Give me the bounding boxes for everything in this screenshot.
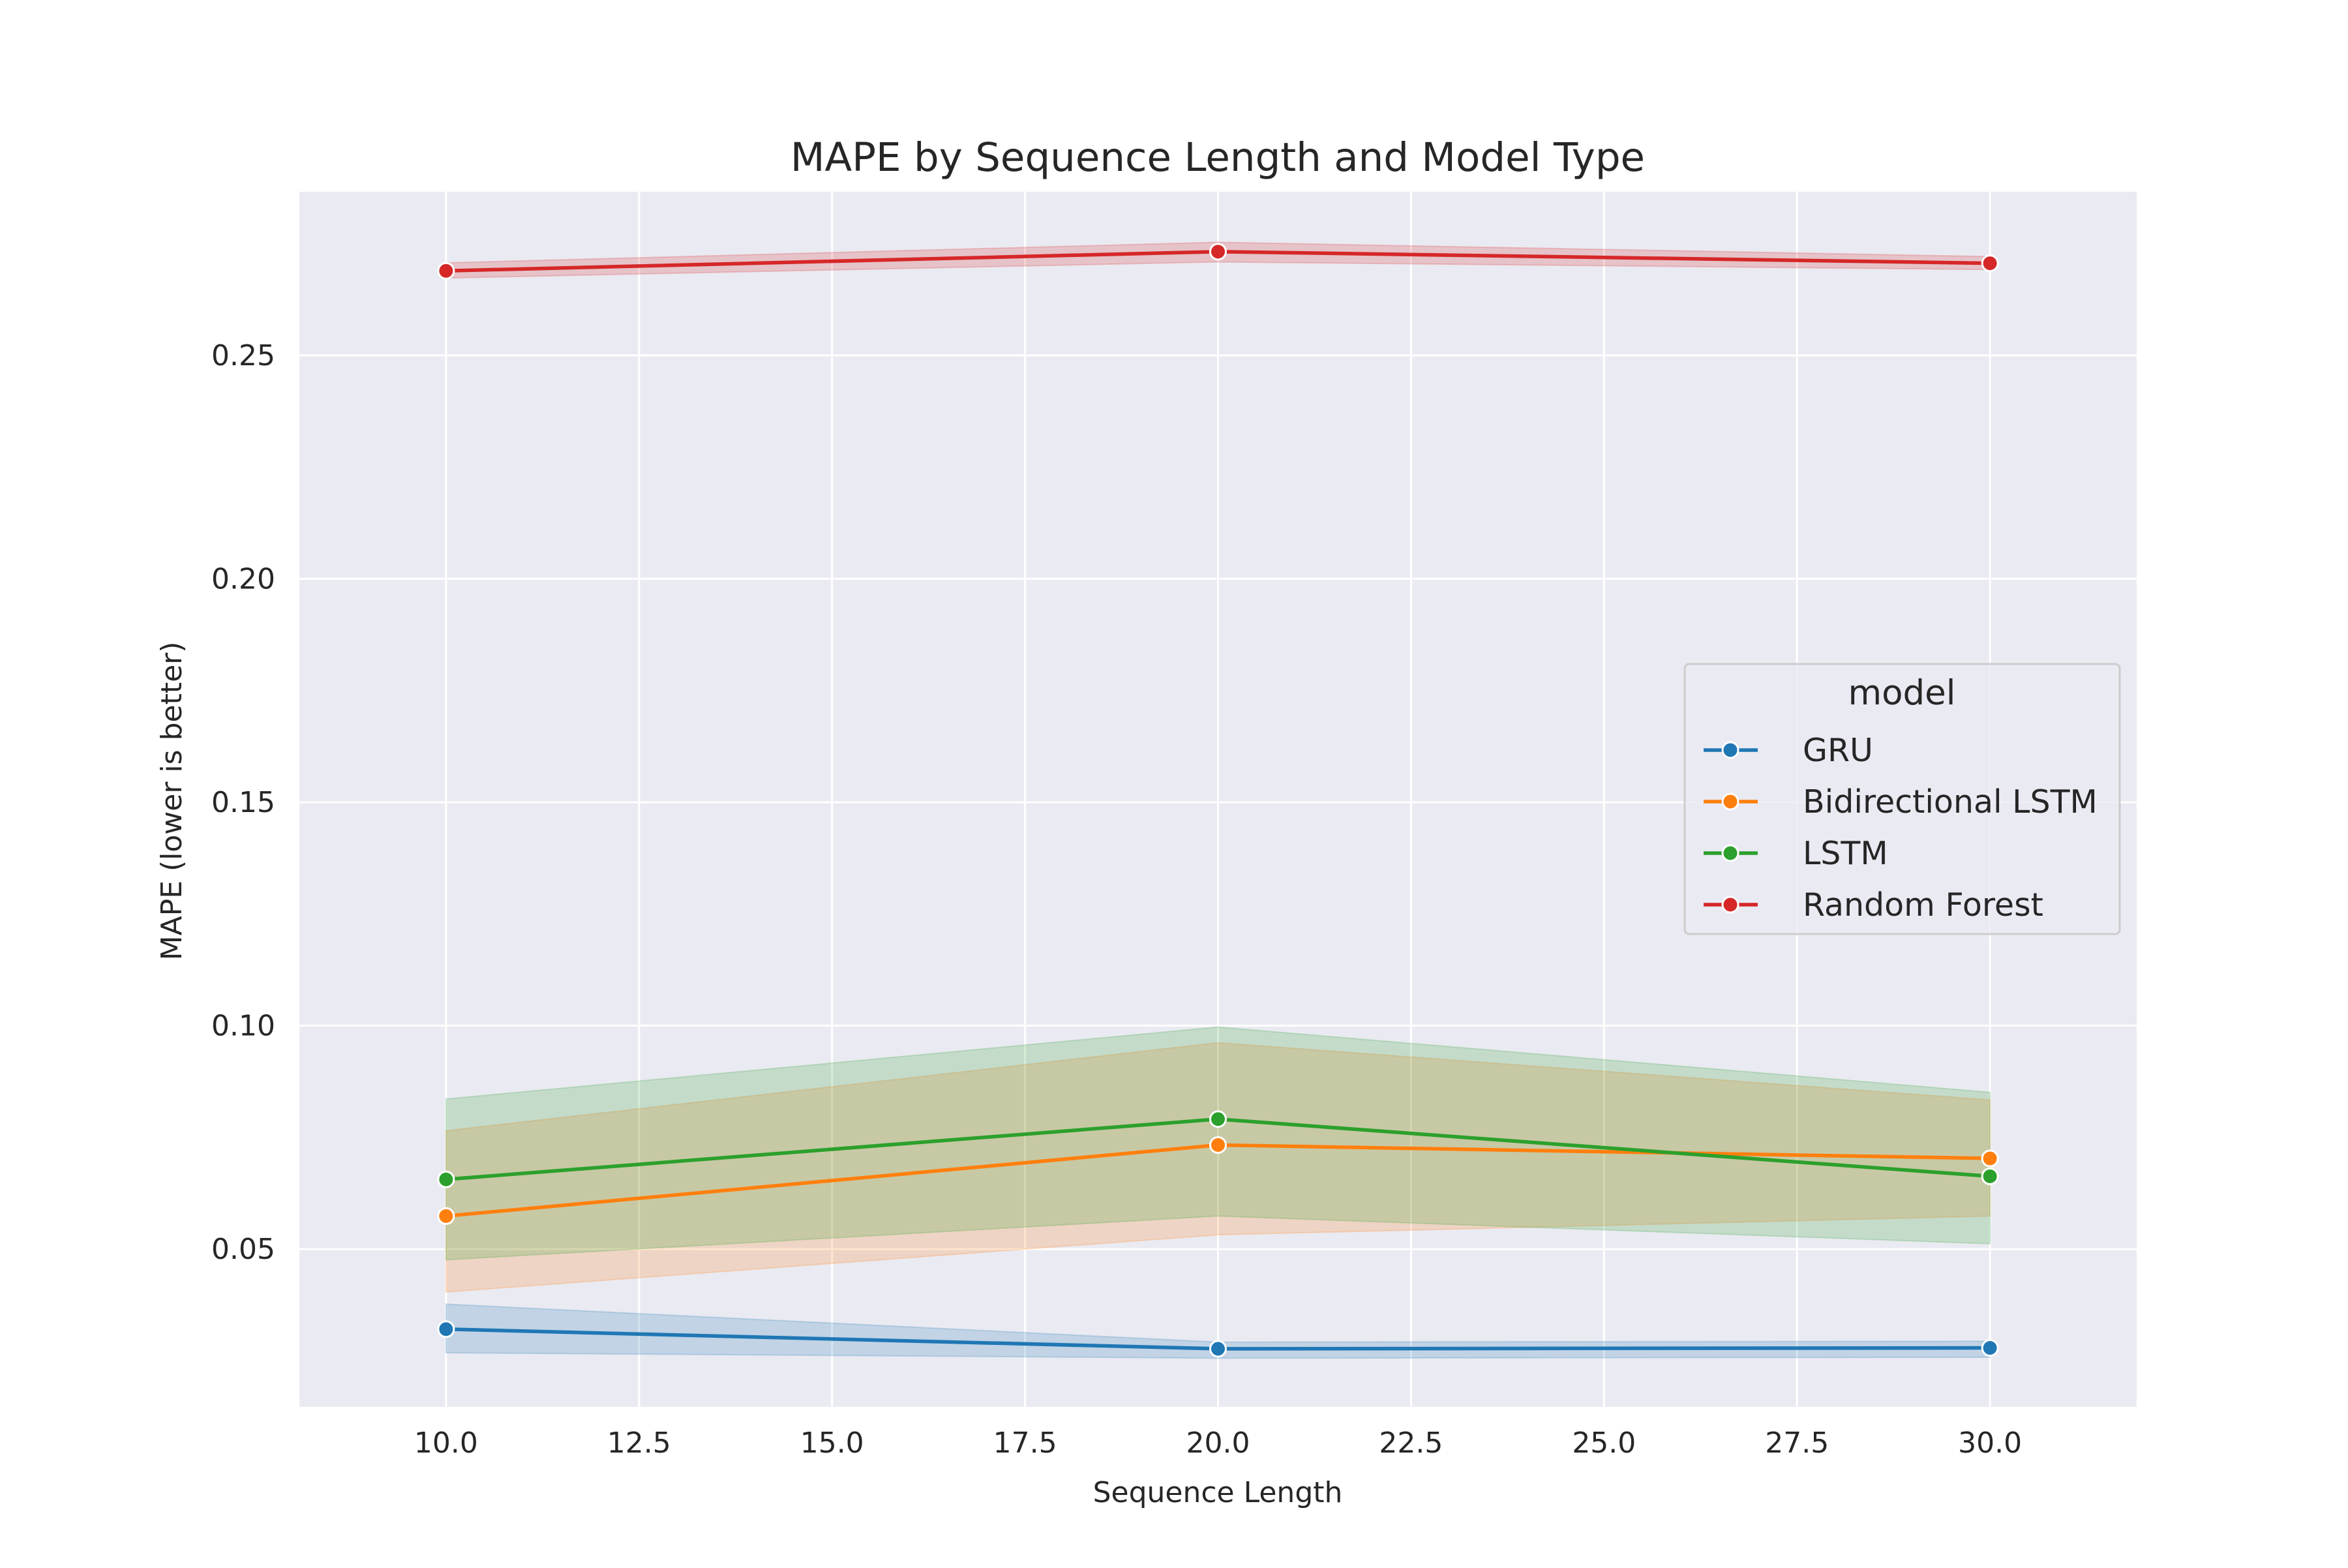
data-point-bidirectional-lstm: [1209, 1136, 1227, 1154]
x-tick-labels: 10.0 12.5 15.0 17.5 20.0 22.5 25.0 27.5 30.0: [414, 1426, 2022, 1460]
legend-marker-random-forest: [1721, 896, 1739, 914]
legend-label-gru: GRU: [1803, 732, 1873, 769]
x-tick-label: 22.5: [1379, 1426, 1443, 1460]
y-axis-title: MAPE (lower is better): [155, 642, 188, 961]
confidence-band-bidirectional-lstm: [445, 1042, 1991, 1293]
x-tick-label: 30.0: [1958, 1426, 2022, 1460]
x-tick-label: 20.0: [1186, 1426, 1250, 1460]
data-point-lstm: [437, 1170, 455, 1188]
data-point-gru: [1209, 1340, 1227, 1358]
legend-marker-lstm: [1721, 844, 1739, 862]
data-point-bidirectional-lstm: [1981, 1149, 1999, 1168]
legend-label-bidirectional-lstm: Bidirectional LSTM: [1803, 783, 2098, 821]
data-point-random-forest: [1209, 243, 1227, 261]
data-point-lstm: [1209, 1110, 1227, 1128]
x-tick-label: 15.0: [800, 1426, 864, 1460]
legend-title: model: [1848, 673, 1955, 713]
legend: model GRU Bidirectional LSTM LSTM Random Fo…: [1683, 663, 2121, 935]
data-point-random-forest: [1981, 254, 1999, 273]
legend-label-lstm: LSTM: [1803, 835, 1888, 872]
legend-marker-gru: [1721, 741, 1739, 759]
x-tick-label: 17.5: [993, 1426, 1057, 1460]
grid-lines: [299, 192, 2137, 1407]
legend-items: GRU Bidirectional LSTM LSTM Random Forest: [1704, 732, 2098, 924]
y-tick-label: 0.25: [211, 339, 275, 372]
legend-marker-bidirectional-lstm: [1721, 792, 1739, 811]
legend-box: [1683, 663, 2121, 935]
x-tick-label: 25.0: [1572, 1426, 1636, 1460]
data-point-gru: [1981, 1339, 1999, 1357]
x-tick-label: 27.5: [1765, 1426, 1829, 1460]
data-point-random-forest: [437, 262, 455, 280]
x-tick-label: 12.5: [607, 1426, 671, 1460]
data-point-gru: [437, 1320, 455, 1338]
y-tick-labels: 0.05 0.10 0.15 0.20 0.25: [211, 339, 275, 1266]
chart-title: MAPE by Sequence Length and Model Type: [790, 134, 1645, 181]
y-tick-label: 0.20: [211, 562, 275, 596]
legend-label-random-forest: Random Forest: [1803, 886, 2043, 924]
y-tick-label: 0.05: [211, 1233, 275, 1266]
series-points: [437, 243, 1999, 1358]
x-axis-title: Sequence Length: [1093, 1476, 1343, 1509]
x-tick-label: 10.0: [414, 1426, 478, 1460]
y-tick-label: 0.15: [211, 786, 275, 819]
data-point-bidirectional-lstm: [437, 1207, 455, 1225]
y-tick-label: 0.10: [211, 1010, 275, 1043]
data-point-lstm: [1981, 1167, 1999, 1185]
